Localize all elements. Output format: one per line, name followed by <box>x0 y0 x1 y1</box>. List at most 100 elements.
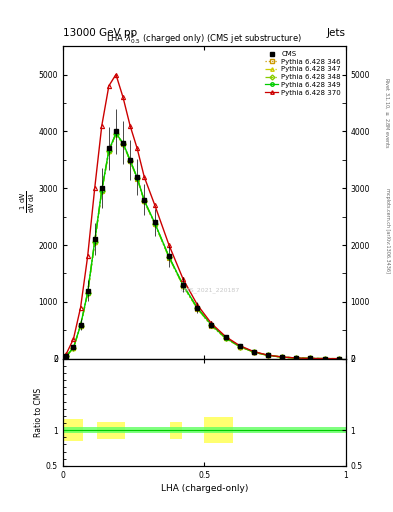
Pythia 6.428 347 <box>336 356 341 362</box>
Pythia 6.428 349 <box>99 187 104 193</box>
Pythia 6.428 346 <box>167 254 171 261</box>
Pythia 6.428 370 <box>128 122 132 129</box>
Pythia 6.428 370 <box>121 94 125 100</box>
Pythia 6.428 347 <box>107 147 111 154</box>
Pythia 6.428 347 <box>71 345 76 351</box>
Pythia 6.428 348 <box>252 349 256 355</box>
Pythia 6.428 348 <box>64 353 69 359</box>
Pythia 6.428 370 <box>107 83 111 89</box>
Pythia 6.428 346 <box>128 158 132 164</box>
Text: Rivet 3.1.10, $\geq$ 2.8M events: Rivet 3.1.10, $\geq$ 2.8M events <box>383 77 391 148</box>
Pythia 6.428 347 <box>128 157 132 163</box>
Pythia 6.428 348 <box>121 140 125 146</box>
Pythia 6.428 347 <box>280 354 285 360</box>
Pythia 6.428 349 <box>85 289 90 295</box>
Pythia 6.428 348 <box>209 323 214 329</box>
Pythia 6.428 349 <box>78 322 83 328</box>
Pythia 6.428 347 <box>167 254 171 260</box>
Pythia 6.428 370 <box>142 174 147 180</box>
Pythia 6.428 349 <box>322 355 327 361</box>
Pythia 6.428 347 <box>114 131 118 137</box>
Pythia 6.428 348 <box>336 356 341 362</box>
Text: 13000 GeV pp: 13000 GeV pp <box>63 28 137 38</box>
Pythia 6.428 348 <box>71 345 76 351</box>
Pythia 6.428 346 <box>107 148 111 154</box>
Pythia 6.428 348 <box>152 221 157 227</box>
Pythia 6.428 347 <box>85 290 90 296</box>
Pythia 6.428 346 <box>280 354 285 360</box>
Pythia 6.428 348 <box>114 131 118 137</box>
Y-axis label: $\frac{1}{\mathrm{d}N}\frac{\mathrm{d}N}{\mathrm{d}\lambda}$: $\frac{1}{\mathrm{d}N}\frac{\mathrm{d}N}… <box>19 191 37 214</box>
Pythia 6.428 348 <box>99 188 104 194</box>
Pythia 6.428 348 <box>280 354 285 360</box>
Pythia 6.428 347 <box>121 140 125 146</box>
Pythia 6.428 370 <box>294 355 299 361</box>
Legend: CMS, Pythia 6.428 346, Pythia 6.428 347, Pythia 6.428 348, Pythia 6.428 349, Pyt: CMS, Pythia 6.428 346, Pythia 6.428 347,… <box>263 50 342 97</box>
Pythia 6.428 349 <box>121 140 125 146</box>
Pythia 6.428 348 <box>266 352 270 358</box>
Pythia 6.428 348 <box>308 355 313 361</box>
Pythia 6.428 349 <box>195 305 200 311</box>
Pythia 6.428 346 <box>152 221 157 227</box>
Pythia 6.428 347 <box>99 187 104 194</box>
Pythia 6.428 348 <box>237 344 242 350</box>
Line: Pythia 6.428 370: Pythia 6.428 370 <box>64 72 341 361</box>
Pythia 6.428 347 <box>135 175 140 181</box>
Pythia 6.428 348 <box>195 305 200 311</box>
Pythia 6.428 346 <box>237 344 242 350</box>
Pythia 6.428 370 <box>71 336 76 342</box>
Pythia 6.428 346 <box>135 176 140 182</box>
Pythia 6.428 347 <box>195 305 200 311</box>
Line: Pythia 6.428 349: Pythia 6.428 349 <box>64 131 341 361</box>
Pythia 6.428 370 <box>252 349 256 355</box>
Text: mcplots.cern.ch [arXiv:1306.3436]: mcplots.cern.ch [arXiv:1306.3436] <box>385 188 389 273</box>
Pythia 6.428 346 <box>99 188 104 194</box>
Pythia 6.428 348 <box>167 254 171 260</box>
Pythia 6.428 349 <box>223 335 228 341</box>
Pythia 6.428 349 <box>152 220 157 226</box>
Pythia 6.428 349 <box>209 322 214 328</box>
Pythia 6.428 348 <box>128 158 132 164</box>
Pythia 6.428 347 <box>266 352 270 358</box>
Pythia 6.428 348 <box>294 355 299 361</box>
Pythia 6.428 346 <box>121 141 125 147</box>
Bar <box>97 421 125 439</box>
Pythia 6.428 370 <box>322 355 327 361</box>
Pythia 6.428 349 <box>142 197 147 203</box>
Pythia 6.428 348 <box>92 239 97 245</box>
X-axis label: LHA (charged-only): LHA (charged-only) <box>161 484 248 493</box>
Pythia 6.428 349 <box>92 238 97 244</box>
Pythia 6.428 346 <box>322 355 327 361</box>
Pythia 6.428 347 <box>142 198 147 204</box>
Pythia 6.428 370 <box>209 321 214 327</box>
Pythia 6.428 347 <box>92 239 97 245</box>
Pythia 6.428 346 <box>92 239 97 245</box>
Pythia 6.428 349 <box>135 175 140 181</box>
Text: CMS_2021_220187: CMS_2021_220187 <box>180 287 240 293</box>
Pythia 6.428 370 <box>92 185 97 191</box>
Text: Jets: Jets <box>327 28 346 38</box>
Pythia 6.428 370 <box>78 305 83 311</box>
Pythia 6.428 370 <box>64 351 69 357</box>
Pythia 6.428 346 <box>64 353 69 359</box>
Pythia 6.428 349 <box>181 282 185 288</box>
Pythia 6.428 346 <box>142 198 147 204</box>
Pythia 6.428 346 <box>78 323 83 329</box>
Pythia 6.428 349 <box>237 344 242 350</box>
Pythia 6.428 348 <box>85 290 90 296</box>
Pythia 6.428 347 <box>78 323 83 329</box>
Pythia 6.428 347 <box>294 355 299 361</box>
Pythia 6.428 370 <box>336 356 341 362</box>
Pythia 6.428 348 <box>78 323 83 329</box>
Pythia 6.428 346 <box>195 306 200 312</box>
Bar <box>204 417 233 443</box>
Pythia 6.428 349 <box>114 130 118 136</box>
Pythia 6.428 370 <box>99 122 104 129</box>
Pythia 6.428 349 <box>252 349 256 355</box>
Y-axis label: Ratio to CMS: Ratio to CMS <box>34 388 43 437</box>
Pythia 6.428 346 <box>181 283 185 289</box>
Pythia 6.428 346 <box>266 352 270 358</box>
Pythia 6.428 348 <box>322 355 327 361</box>
Pythia 6.428 349 <box>336 356 341 362</box>
Pythia 6.428 349 <box>128 157 132 163</box>
